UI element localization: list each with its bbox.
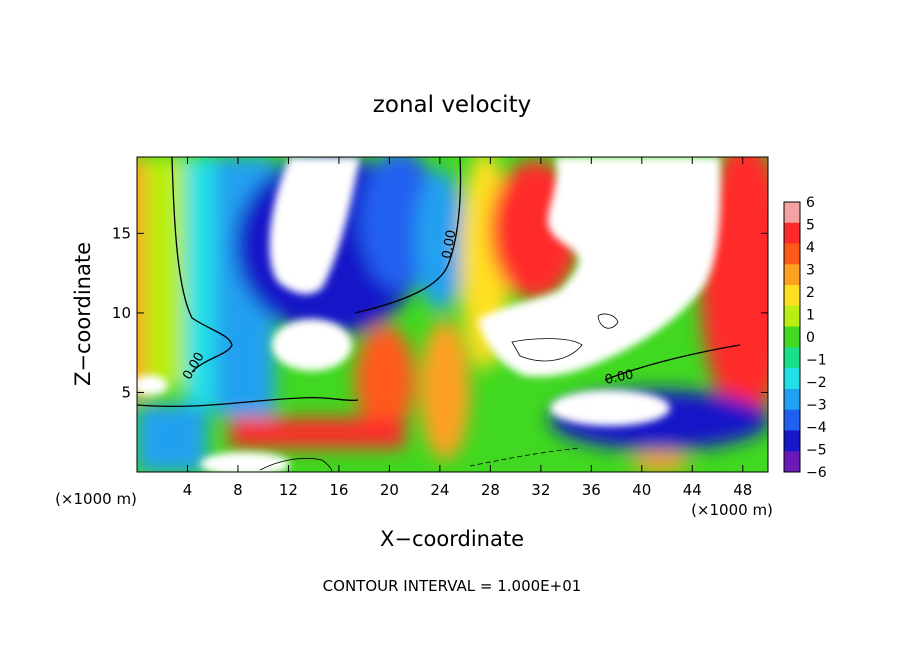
colorbar-swatch (784, 264, 800, 286)
x-tick-label: 24 (430, 481, 449, 499)
colorbar-swatch (784, 285, 800, 307)
x-tick-label: 44 (683, 481, 702, 499)
colorbar-swatch (784, 222, 800, 245)
x-tick-label: 12 (279, 481, 298, 499)
y-tick-label: 10 (112, 304, 131, 322)
field-center-red (355, 325, 415, 435)
colorbar-tick-label: 0 (806, 330, 815, 346)
plot-field: 0.00 0.00 0.00 (137, 157, 768, 472)
zero-contours (137, 157, 741, 407)
colorbar-tick-label: −5 (806, 443, 827, 459)
white-lower-right (550, 390, 670, 426)
field-left-green (145, 157, 185, 387)
colorbar-swatch (784, 430, 800, 452)
x-tick-label: 48 (733, 481, 752, 499)
plot-frame (136, 156, 769, 473)
y-axis-label: Z−coordinate (71, 242, 95, 386)
x-tick-label: 40 (632, 481, 651, 499)
colorbar-swatch (784, 326, 800, 348)
white-edge-left (137, 375, 168, 395)
x-axis: 4 8 12 16 20 24 28 32 36 40 44 48 (183, 157, 752, 499)
colorbar-swatch (784, 243, 800, 265)
field-left-warm (137, 157, 150, 397)
x-unit-left: (×1000 m) (55, 490, 137, 508)
colorbar-frame (783, 201, 801, 473)
x-axis-label: X−coordinate (380, 527, 524, 551)
contour-interval-footer: CONTOUR INTERVAL = 1.000E+01 (323, 577, 582, 595)
x-tick-label: 8 (233, 481, 243, 499)
colorbar-swatch (784, 305, 800, 328)
white-left-bubble (272, 319, 352, 371)
colorbar: 6 5 4 3 2 1 0 −1 −2 −3 −4 −5 −6 (783, 195, 827, 481)
colorbar-swatch (784, 388, 800, 411)
contour-label: 0.00 (440, 229, 460, 260)
colorbar-swatch (784, 409, 800, 431)
colorbar-tick-label: −3 (806, 398, 827, 414)
colorbar-tick-label: −6 (806, 465, 827, 481)
x-tick-label: 20 (380, 481, 399, 499)
white-bottom-left (200, 452, 290, 472)
field-mid-cyan (415, 170, 465, 310)
colorbar-tick-label: 5 (806, 218, 815, 234)
y-tick-label: 5 (121, 383, 131, 401)
colorbar-swatch (784, 451, 800, 473)
x-tick-label: 32 (531, 481, 550, 499)
x-tick-label: 36 (582, 481, 601, 499)
thin-contours (259, 313, 619, 472)
colorbar-tick-label: 3 (806, 263, 815, 279)
colorbar-swatch (784, 368, 800, 390)
colorbar-swatch (784, 202, 800, 224)
colorbar-tick-label: 2 (806, 285, 815, 301)
field-bottom-orange (630, 452, 690, 472)
contour-label: 0.00 (604, 367, 635, 388)
field-center-orange (420, 320, 470, 460)
colorbar-tick-label: −2 (806, 375, 827, 391)
white-upper-right (478, 157, 721, 377)
x-tick-label: 4 (183, 481, 193, 499)
x-tick-label: 28 (481, 481, 500, 499)
x-tick-label: 16 (329, 481, 348, 499)
y-tick-label: 15 (112, 224, 131, 242)
colorbar-tick-label: −1 (806, 353, 827, 369)
x-unit-right: (×1000 m) (691, 501, 773, 519)
field-lower-left-cyan (137, 405, 207, 472)
y-axis: 5 10 15 (112, 224, 768, 401)
field-lower-red (230, 418, 405, 448)
colorbar-swatch (784, 347, 800, 369)
colorbar-tick-label: 4 (806, 240, 815, 256)
colorbar-tick-label: −4 (806, 420, 827, 436)
white-upper-left (269, 157, 360, 295)
chart-title: zonal velocity (373, 92, 531, 118)
colorbar-tick-label: 6 (806, 195, 815, 211)
colorbar-tick-label: 1 (806, 308, 815, 324)
